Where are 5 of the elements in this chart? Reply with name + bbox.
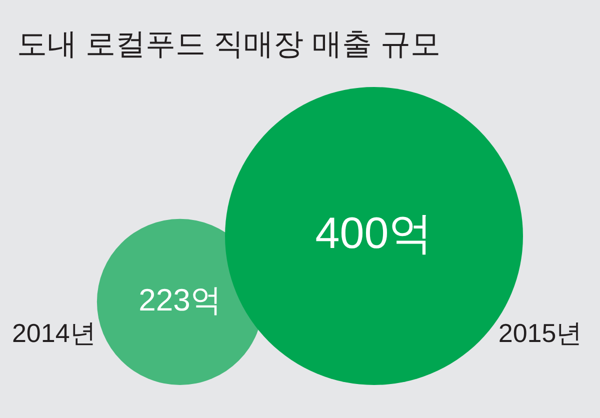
- text: 도내 로컬푸드 직매장 매출 규모: [17, 27, 440, 63]
- category-label: 2014년: [12, 318, 96, 348]
- data-label: 400억: [315, 209, 433, 258]
- category-label: 2015년: [498, 318, 582, 348]
- data-label: 223억: [138, 282, 222, 318]
